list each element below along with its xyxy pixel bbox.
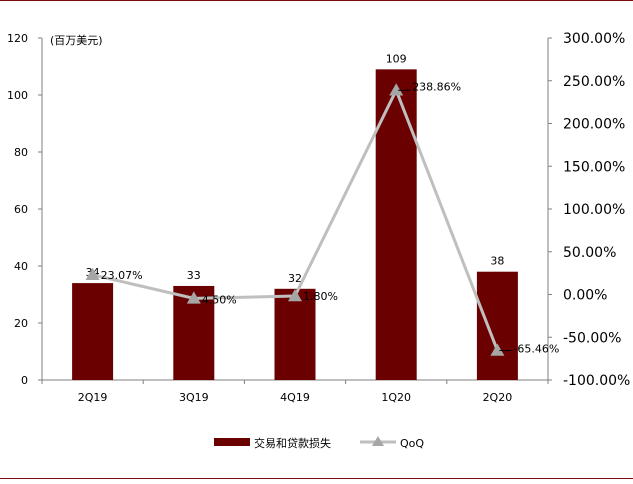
qoq-marker	[490, 343, 505, 356]
bar-value-label: 109	[386, 52, 407, 65]
right-axis-tick-label: 50.00%	[563, 245, 616, 261]
left-axis-tick-label: 120	[7, 32, 28, 45]
qoq-marker	[85, 267, 100, 281]
x-axis-tick-label: 3Q19	[179, 391, 209, 404]
qoq-marker	[389, 83, 404, 96]
left-axis-tick-label: 20	[14, 317, 28, 330]
qoq-value-label: 4.50%	[202, 293, 237, 306]
x-axis-tick-label: 2Q19	[78, 391, 108, 404]
right-axis-tick-label: -100.00%	[563, 373, 630, 389]
right-axis-tick-label: 150.00%	[563, 159, 625, 175]
legend-line-marker	[372, 436, 384, 446]
x-axis-tick-label: 2Q20	[483, 391, 513, 404]
left-axis-tick-label: 80	[14, 146, 28, 159]
qoq-value-label: 1.80%	[303, 290, 338, 303]
bottom-border	[0, 478, 633, 479]
right-axis-tick-label: 200.00%	[563, 117, 625, 133]
bar-value-label: 38	[490, 255, 504, 268]
x-axis-tick-label: 4Q19	[280, 391, 310, 404]
bar-value-label: 32	[288, 272, 302, 285]
bar	[375, 69, 417, 380]
left-axis-tick-label: 100	[7, 89, 28, 102]
qoq-value-label: 238.86%	[412, 80, 461, 93]
bar	[476, 271, 518, 380]
bar	[274, 288, 316, 380]
right-axis-tick-label: 300.00%	[563, 31, 625, 47]
legend-bar-label: 交易和贷款损失	[254, 436, 331, 450]
qoq-marker	[186, 291, 201, 304]
right-axis-tick-label: 100.00%	[563, 202, 625, 218]
legend-line-label: QoQ	[400, 437, 424, 450]
qoq-value-label: 23.07%	[101, 269, 143, 282]
right-axis-tick-label: -50.00%	[563, 330, 621, 346]
legend-bar-swatch	[214, 438, 250, 446]
left-axis-tick-label: 40	[14, 260, 28, 273]
qoq-value-label: -65.46%	[513, 342, 559, 355]
qoq-marker	[288, 289, 302, 302]
x-axis-tick-label: 1Q20	[381, 391, 411, 404]
right-axis-tick-label: 250.00%	[563, 74, 625, 90]
top-border	[0, 0, 633, 1]
left-axis-tick-label: 0	[21, 374, 28, 387]
bar	[72, 283, 114, 380]
right-axis-tick-label: 0.00%	[563, 288, 607, 304]
left-axis-tick-label: 60	[14, 203, 28, 216]
unit-label: (百万美元)	[50, 34, 103, 47]
bar-value-label: 33	[187, 269, 201, 282]
